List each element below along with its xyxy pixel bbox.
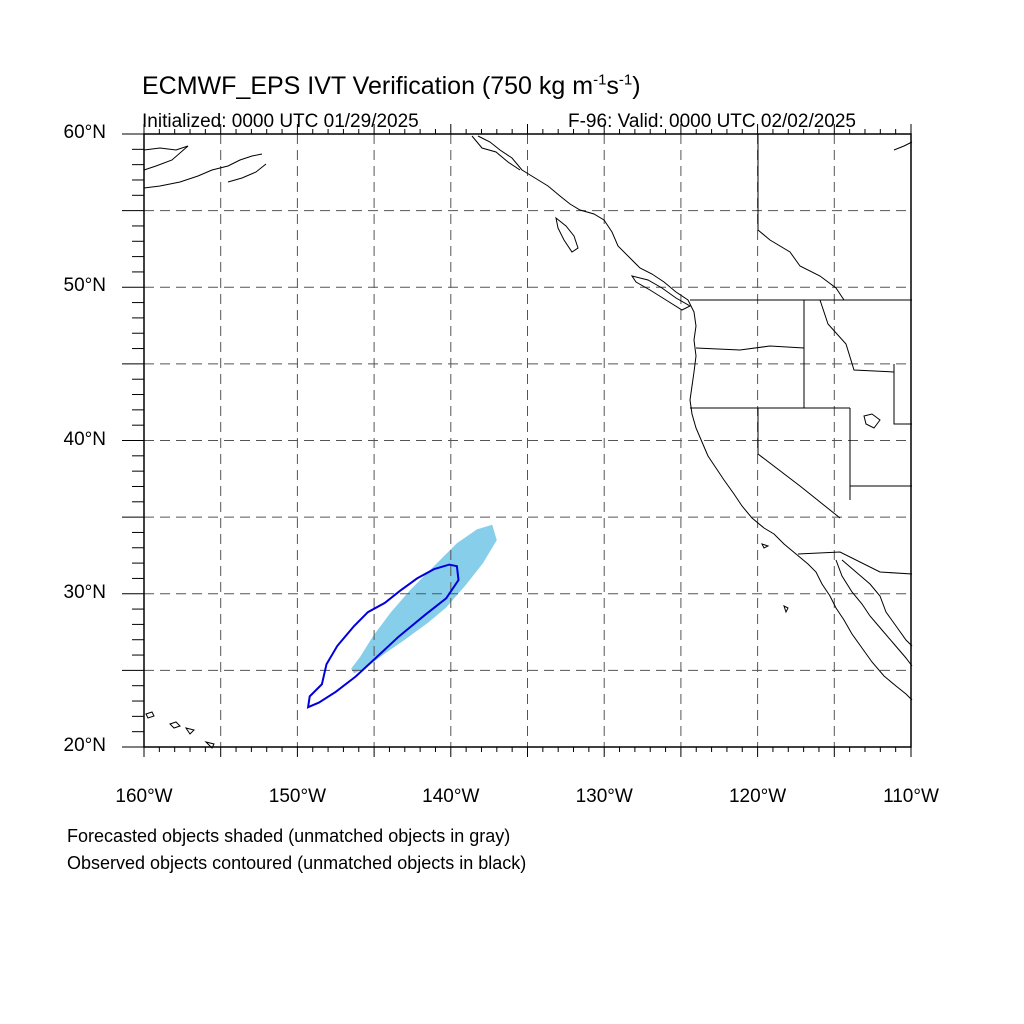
lake-great-salt [863,413,881,429]
valid-time-label: F-96: Valid: 0000 UTC 02/02/2025 [568,111,856,132]
island-guadalupe [783,605,789,614]
title-exponent-2: -1 [618,71,633,89]
longitude-label: 140°W [422,786,480,807]
island-haida-gwaii [555,216,579,253]
grid-lines [144,134,911,747]
border-california-nevada [757,408,841,519]
border-usa-mexico [797,551,913,575]
latitude-label: 30°N [63,581,106,603]
title-close-paren: ) [632,72,641,100]
forecast-layer [351,524,497,674]
island-hawaii-3 [184,727,195,735]
border-idaho-montana [819,299,895,373]
title-exponent-1: -1 [593,71,607,89]
border-utah-wyoming [893,364,912,425]
island-hawaii-1 [145,711,155,719]
border-bc-alberta [757,134,845,301]
coastline-upper-right [893,141,913,151]
border-washington-oregon [695,345,805,351]
coastline-alaska-west [143,145,189,171]
island-hawaii-4 [204,741,215,749]
coastline-alaska-south [143,153,263,189]
coastline-mexico-mainland [841,559,913,647]
longitude-label: 160°W [115,786,173,807]
coastline-alaska-gulf [227,163,267,183]
coastlines [143,134,913,749]
latitude-label: 50°N [63,275,106,297]
plot-title: ECMWF_EPS IVT Verification (750 kg m-1s-… [142,72,641,101]
longitude-label: 130°W [575,786,633,807]
latitude-label: 60°N [63,122,106,143]
island-channel [761,543,770,549]
axis-ticks [122,124,912,757]
coastline-baja-inner [835,559,913,667]
note-forecast: Forecasted objects shaded (unmatched obj… [67,826,511,846]
latitude-label: 20°N [63,735,106,756]
observed-layer [306,563,460,709]
coastline-alaska-top [471,135,521,171]
forecast-object [351,524,497,674]
longitude-label: 110°W [883,786,939,807]
observed-object-contour [306,563,460,709]
island-hawaii-2 [169,721,181,729]
latitude-label: 40°N [63,428,106,450]
init-time-label: Initialized: 0000 UTC 01/29/2025 [142,111,419,132]
coastline-north-america [477,135,913,701]
title-unit-s: s [606,72,619,100]
longitude-label: 150°W [268,786,326,807]
island-vancouver [630,275,692,311]
title-text: ECMWF_EPS IVT Verification (750 kg m [142,72,594,100]
longitude-label: 120°W [728,786,787,807]
note-observed: Observed objects contoured (unmatched ob… [67,853,527,873]
